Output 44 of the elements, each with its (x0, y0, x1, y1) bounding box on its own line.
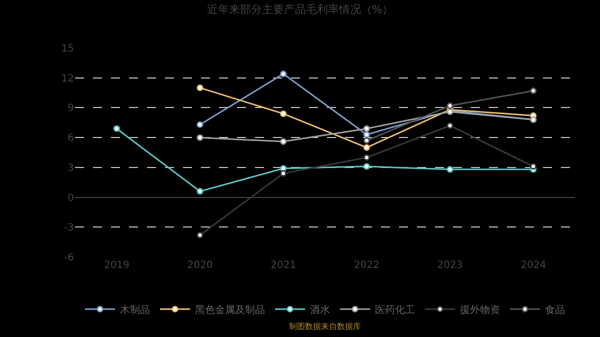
x-tick-label: 2022 (354, 260, 380, 271)
point (196, 84, 204, 92)
y-tick-label: 0 (68, 192, 74, 204)
point (363, 125, 370, 132)
y-tick-label: 3 (68, 162, 74, 174)
point (363, 137, 370, 144)
point (196, 232, 204, 238)
chart-title: 近年来部分主要产品毛利率情况（%） (206, 2, 394, 16)
legend-label: 医药化工 (375, 304, 415, 316)
x-tick-label: 2020 (187, 260, 213, 271)
point (280, 110, 287, 117)
legend-label: 黑色金属及制品 (195, 304, 265, 316)
point (196, 188, 204, 195)
point (280, 70, 287, 78)
point (363, 154, 370, 161)
point (363, 131, 370, 138)
legend-label: 酒水 (310, 304, 330, 316)
legend-label: 木制品 (120, 304, 150, 316)
y-tick-label: -3 (64, 222, 74, 234)
point (446, 102, 454, 109)
y-tick-label: 9 (68, 103, 74, 114)
point (113, 125, 120, 132)
point (280, 165, 287, 172)
point (196, 134, 204, 141)
x-tick-label: 2021 (270, 260, 296, 271)
point (280, 138, 287, 145)
legend-label: 食品 (545, 304, 565, 316)
text: 制图数据来自数据库 (289, 322, 361, 331)
point (196, 121, 204, 128)
point (363, 163, 370, 170)
y-tick-label: 12 (61, 73, 74, 84)
x-tick-label: 2023 (437, 260, 463, 271)
legend-label: 援外物资 (460, 304, 500, 316)
point (530, 88, 537, 94)
point (446, 166, 454, 173)
point (446, 122, 454, 129)
point (363, 144, 370, 151)
x-tick-label: 2019 (104, 260, 130, 271)
x-tick-label: 2024 (520, 260, 546, 271)
y-tick-label: 6 (68, 133, 74, 144)
point (280, 170, 287, 177)
y-tick-label: -6 (64, 252, 74, 264)
y-tick-label: 15 (61, 44, 74, 54)
point (530, 163, 537, 170)
